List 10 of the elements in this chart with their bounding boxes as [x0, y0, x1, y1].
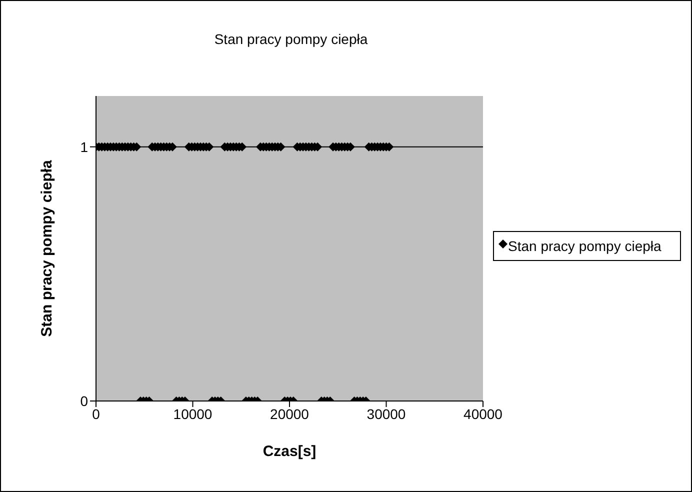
chart-title: Stan pracy pompy ciepła [213, 31, 369, 47]
x-tick-label: 20000 [270, 406, 310, 422]
y-axis-title: Stan pracy pompy ciepła [38, 159, 56, 337]
x-axis-title: Czas[s] [262, 443, 316, 460]
y-tick-label: 1 [80, 138, 88, 155]
legend-label: Stan pracy pompy ciepła [508, 237, 662, 256]
x-tick-label: 10000 [173, 406, 212, 422]
x-tick-label: 0 [92, 406, 100, 422]
x-tick-label: 30000 [366, 406, 406, 422]
x-tick-label: 40000 [464, 406, 503, 422]
